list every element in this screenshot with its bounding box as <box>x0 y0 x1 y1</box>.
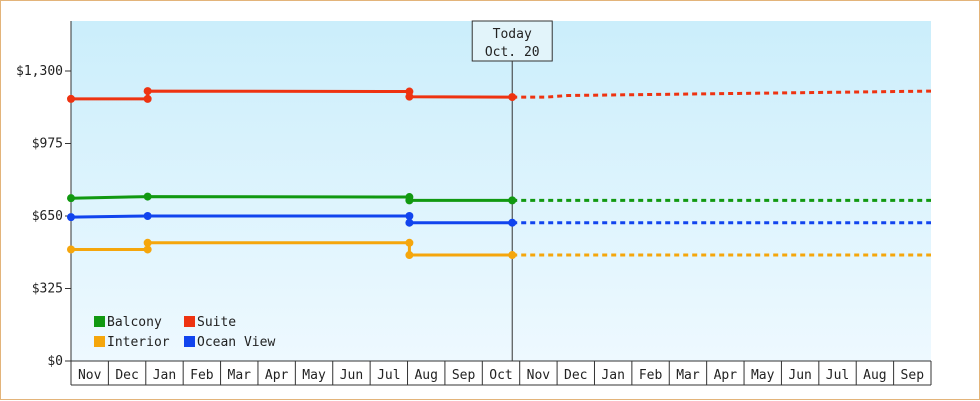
x-tick-label: Feb <box>190 368 214 383</box>
legend-label-interior: Interior <box>107 335 170 350</box>
data-point <box>405 92 414 101</box>
legend-label-suite: Suite <box>197 315 236 330</box>
y-tick-label: $325 <box>32 282 63 297</box>
series-balcony <box>67 192 931 205</box>
x-tick-label: Aug <box>863 368 886 383</box>
x-tick-label: Aug <box>414 368 437 383</box>
y-tick-label: $1,300 <box>16 64 63 79</box>
x-tick-label: Nov <box>527 368 551 383</box>
data-point <box>508 218 517 227</box>
x-tick-label: Dec <box>564 368 587 383</box>
x-tick-label: Jun <box>340 368 363 383</box>
x-tick-label: Jun <box>788 368 811 383</box>
x-tick-label: Apr <box>714 368 738 383</box>
data-point <box>143 192 152 201</box>
data-point <box>143 87 152 96</box>
x-tick-label: Oct <box>489 368 512 383</box>
x-tick-label: Jan <box>601 368 624 383</box>
data-point <box>67 194 75 203</box>
x-tick-label: Sep <box>452 368 476 383</box>
series-interior <box>67 238 931 260</box>
data-point <box>405 212 414 220</box>
data-point <box>405 251 414 260</box>
data-point <box>405 238 414 247</box>
today-label-box <box>471 20 553 62</box>
y-tick-label: $975 <box>32 137 63 152</box>
data-point <box>143 212 152 220</box>
y-tick-label: $650 <box>32 209 63 224</box>
plot-area <box>71 21 931 361</box>
x-tick-label: Jul <box>377 368 400 383</box>
data-point <box>143 238 152 247</box>
today-label: Today <box>493 27 532 42</box>
series-ocean-view <box>67 212 931 227</box>
series-layer <box>67 87 932 260</box>
y-tick-label: $0 <box>47 354 63 369</box>
data-point <box>405 218 414 227</box>
data-point <box>143 245 152 254</box>
projection-line-suite <box>512 89 932 99</box>
series-suite <box>67 87 932 103</box>
data-point <box>405 196 414 205</box>
x-tick-label: Apr <box>265 368 289 383</box>
series-line-suite <box>71 89 513 101</box>
x-tick-label: Mar <box>676 368 700 383</box>
legend-label-ocean-view: Ocean View <box>197 335 275 350</box>
legend-label-balcony: Balcony <box>107 315 162 330</box>
x-tick-label: Jul <box>826 368 849 383</box>
x-tick-label: May <box>751 368 775 383</box>
x-axis: Nov Dec Jan Feb Mar Apr May Jun Jul Aug Sep Oct Nov D… <box>70 360 932 386</box>
data-point <box>508 93 517 102</box>
data-point <box>508 251 517 260</box>
series-line-interior <box>71 241 513 257</box>
today-date: Oct. 20 <box>485 45 540 60</box>
x-tick-label: Sep <box>901 368 925 383</box>
x-tick-label: Dec <box>115 368 138 383</box>
data-point <box>67 94 75 103</box>
y-axis: $0 $325 $650 $975 $1,300 <box>16 21 72 369</box>
legend-swatch-suite <box>184 316 195 327</box>
legend-swatch-ocean-view <box>184 336 195 347</box>
x-tick-label: Jan <box>153 368 176 383</box>
x-tick-label: Nov <box>78 368 102 383</box>
data-point <box>67 245 75 254</box>
data-point <box>508 196 517 205</box>
legend-swatch-balcony <box>94 316 105 327</box>
today-marker: Today Oct. 20 <box>471 20 553 361</box>
x-tick-label: Feb <box>639 368 663 383</box>
data-point <box>67 213 75 222</box>
x-tick-label: May <box>302 368 326 383</box>
data-point <box>143 94 152 103</box>
x-tick-label: Mar <box>228 368 252 383</box>
legend: Balcony Suite Interior Ocean View <box>94 315 275 350</box>
legend-swatch-interior <box>94 336 105 347</box>
